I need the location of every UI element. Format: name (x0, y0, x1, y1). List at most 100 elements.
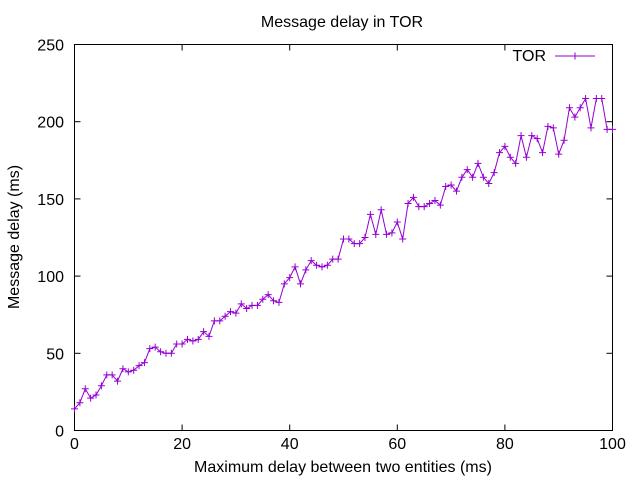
data-point (205, 332, 213, 340)
data-point (469, 173, 477, 181)
data-point (87, 394, 95, 402)
data-point (307, 257, 315, 265)
data-point (119, 365, 127, 373)
x-tick-label: 40 (281, 436, 299, 453)
data-point (452, 187, 460, 195)
data-point (533, 135, 541, 143)
data-point (302, 266, 310, 274)
data-point (388, 229, 396, 237)
data-point (383, 230, 391, 238)
x-tick-label: 80 (496, 436, 514, 453)
data-point (114, 377, 122, 385)
data-point (280, 280, 288, 288)
data-point (296, 280, 304, 288)
data-point (485, 179, 493, 187)
plot-frame (74, 44, 613, 431)
y-tick-label: 100 (37, 269, 64, 286)
data-point (227, 308, 235, 316)
series-layer (71, 95, 616, 413)
data-point (167, 349, 175, 357)
data-point (431, 196, 439, 204)
data-point (555, 150, 563, 158)
data-point (372, 230, 380, 238)
data-point (598, 95, 606, 103)
chart-title: Message delay in TOR (261, 14, 423, 31)
data-point (146, 345, 154, 353)
data-point (318, 263, 326, 271)
data-point (221, 312, 229, 320)
data-point (560, 136, 568, 144)
x-tick-label: 20 (173, 436, 191, 453)
y-axis-title: Message delay (ms) (6, 165, 23, 309)
data-point (426, 200, 434, 208)
data-point (71, 405, 78, 413)
data-point (539, 149, 547, 157)
data-point (442, 183, 450, 191)
data-point (97, 382, 105, 390)
data-point (517, 132, 525, 140)
data-point (447, 181, 455, 189)
data-point (183, 335, 191, 343)
x-tick-label: 0 (70, 436, 79, 453)
data-point (124, 368, 132, 376)
data-point (409, 193, 417, 201)
data-point (393, 218, 401, 226)
x-axis-title: Maximum delay between two entities (ms) (194, 459, 492, 476)
data-point (490, 169, 498, 177)
data-point (275, 298, 283, 306)
data-point (420, 203, 428, 211)
data-point (237, 300, 245, 308)
data-point (313, 261, 321, 269)
series-line-tor (74, 97, 613, 410)
data-point (544, 122, 552, 130)
data-point (356, 240, 364, 248)
data-point (108, 371, 116, 379)
data-point (81, 385, 89, 393)
data-point (609, 125, 616, 133)
axis-ticks: 0 20 40 60 80 100 0 50 100 150 200 250 (37, 38, 626, 454)
y-tick-label: 250 (37, 38, 64, 55)
data-point (506, 153, 514, 161)
data-point (565, 104, 573, 112)
y-tick-label: 150 (37, 192, 64, 209)
y-tick-label: 50 (46, 346, 64, 363)
data-point (76, 399, 84, 407)
data-point (189, 337, 197, 345)
data-point (130, 366, 138, 374)
data-point (496, 149, 504, 157)
data-point (334, 255, 342, 263)
data-point (474, 159, 482, 167)
data-point (582, 95, 590, 103)
y-tick-label: 0 (55, 424, 64, 441)
data-point (323, 261, 331, 269)
legend: TOR (513, 48, 595, 65)
data-point (140, 359, 148, 367)
data-point (200, 328, 208, 336)
x-tick-label: 100 (599, 436, 626, 453)
data-point (463, 166, 471, 174)
data-point (399, 235, 407, 243)
data-point (571, 113, 579, 121)
y-tick-label: 200 (37, 115, 64, 132)
data-point (501, 142, 509, 150)
data-point (436, 201, 444, 209)
data-point (366, 210, 374, 218)
data-point (458, 173, 466, 181)
data-point (157, 348, 165, 356)
data-point (286, 274, 294, 282)
data-point (587, 124, 595, 132)
data-point (253, 301, 261, 309)
data-point (377, 206, 385, 214)
data-point (92, 391, 100, 399)
data-point (259, 295, 267, 303)
data-point (361, 234, 369, 241)
data-point (404, 200, 412, 208)
data-point (522, 153, 530, 161)
data-point (512, 159, 520, 167)
data-point (549, 124, 557, 132)
data-point (576, 104, 584, 112)
data-point (345, 235, 353, 243)
legend-label-tor: TOR (513, 48, 546, 65)
data-point (151, 343, 159, 351)
